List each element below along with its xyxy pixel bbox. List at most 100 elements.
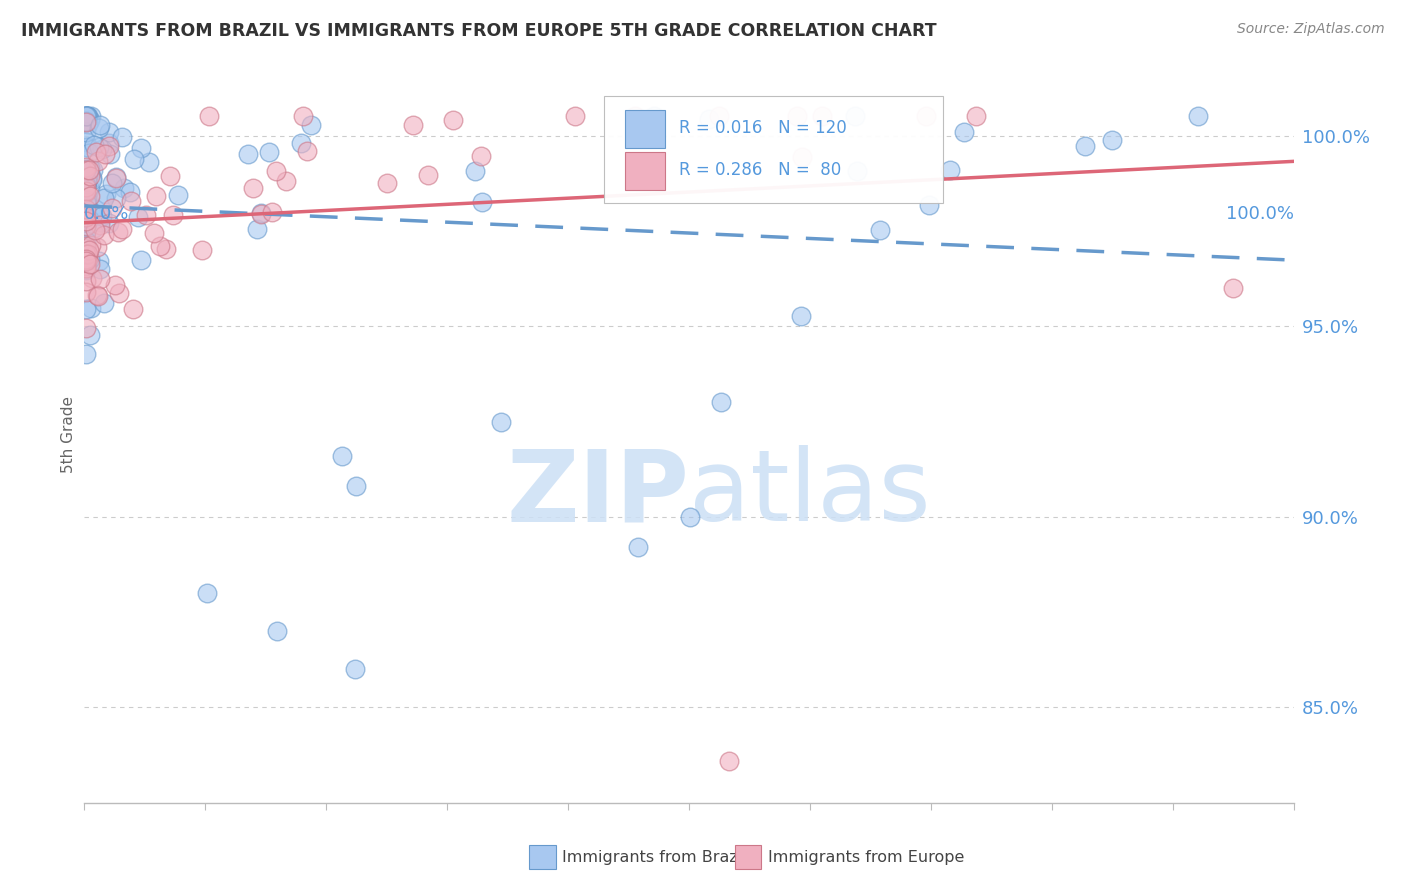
Point xyxy=(120,194,142,208)
Point xyxy=(135,208,157,222)
Point xyxy=(129,252,152,267)
Point xyxy=(441,112,464,127)
Point xyxy=(242,181,264,195)
Point xyxy=(75,236,97,251)
Point xyxy=(717,754,740,768)
Point xyxy=(264,164,287,178)
Point xyxy=(75,212,97,227)
Point xyxy=(76,194,98,209)
Point xyxy=(1074,138,1097,153)
Point xyxy=(89,272,111,286)
Point xyxy=(79,161,101,176)
Point xyxy=(87,289,110,303)
Point xyxy=(76,174,98,188)
Point xyxy=(75,259,97,273)
Point xyxy=(155,242,177,256)
Point xyxy=(83,223,105,237)
Point xyxy=(93,296,115,310)
Point xyxy=(75,110,97,124)
Point xyxy=(93,191,115,205)
Point xyxy=(79,328,101,343)
Point xyxy=(75,320,97,334)
Point xyxy=(77,140,100,154)
Point xyxy=(343,662,366,676)
Point xyxy=(82,171,104,186)
Point xyxy=(79,256,101,270)
Point xyxy=(292,110,315,124)
Point xyxy=(86,240,108,254)
Point xyxy=(82,163,104,178)
Point xyxy=(94,147,117,161)
Point xyxy=(790,310,813,324)
Point xyxy=(83,137,105,152)
Point xyxy=(101,201,124,215)
Point xyxy=(97,138,120,153)
Point xyxy=(75,166,97,180)
Point xyxy=(79,301,101,316)
Point xyxy=(266,624,288,639)
Point xyxy=(75,115,97,129)
Point xyxy=(87,208,110,222)
Point xyxy=(710,395,733,409)
Point xyxy=(846,164,869,178)
Point xyxy=(75,274,97,288)
Point xyxy=(91,142,114,156)
Point xyxy=(110,222,132,236)
Point xyxy=(75,185,97,199)
Point xyxy=(953,125,976,139)
Point xyxy=(77,243,100,257)
Point xyxy=(108,286,131,301)
Point xyxy=(191,244,214,258)
Point xyxy=(1222,281,1244,295)
Point xyxy=(138,155,160,169)
Point xyxy=(162,208,184,222)
Point xyxy=(75,261,97,276)
Point xyxy=(643,110,665,124)
Point xyxy=(118,186,141,200)
Point xyxy=(402,118,425,132)
Point xyxy=(142,226,165,240)
Point xyxy=(80,238,103,252)
Point xyxy=(416,168,439,182)
Point xyxy=(869,223,891,237)
Point xyxy=(344,479,367,493)
FancyBboxPatch shape xyxy=(605,96,943,203)
Y-axis label: 5th Grade: 5th Grade xyxy=(60,396,76,474)
Point xyxy=(249,207,271,221)
Text: IMMIGRANTS FROM BRAZIL VS IMMIGRANTS FROM EUROPE 5TH GRADE CORRELATION CHART: IMMIGRANTS FROM BRAZIL VS IMMIGRANTS FRO… xyxy=(21,22,936,40)
Point xyxy=(75,218,97,232)
Text: R = 0.286   N =  80: R = 0.286 N = 80 xyxy=(679,161,842,179)
Point xyxy=(464,164,486,178)
Point xyxy=(98,146,121,161)
Point xyxy=(810,110,832,124)
Point xyxy=(75,110,97,124)
Point xyxy=(678,509,700,524)
Point xyxy=(75,180,97,194)
Point xyxy=(75,115,97,129)
Point xyxy=(290,136,312,151)
Point xyxy=(83,220,105,235)
Point xyxy=(917,198,939,212)
Point xyxy=(87,153,110,168)
Point xyxy=(195,586,218,600)
Point xyxy=(145,189,167,203)
Point xyxy=(75,301,97,316)
Text: atlas: atlas xyxy=(689,445,931,542)
Point xyxy=(98,125,121,139)
Point xyxy=(104,191,127,205)
Point xyxy=(965,110,987,124)
Point xyxy=(79,112,101,127)
Point xyxy=(79,169,101,184)
Point xyxy=(75,238,97,252)
Point xyxy=(75,125,97,139)
Point xyxy=(79,189,101,203)
Point xyxy=(709,110,731,124)
Point xyxy=(104,278,127,293)
Point xyxy=(76,175,98,189)
FancyBboxPatch shape xyxy=(624,152,665,190)
Point xyxy=(75,198,97,212)
Point xyxy=(627,541,650,555)
Point xyxy=(295,144,318,158)
Point xyxy=(75,110,97,124)
Point xyxy=(75,241,97,255)
